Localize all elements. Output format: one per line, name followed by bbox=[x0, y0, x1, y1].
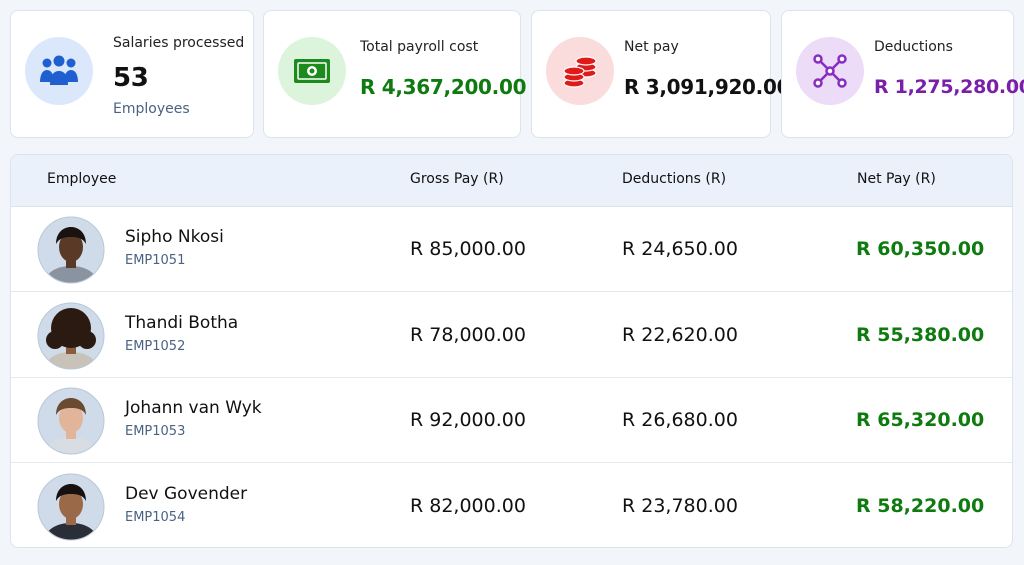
column-header: Net Pay (R) bbox=[857, 171, 936, 187]
avatar bbox=[37, 387, 105, 459]
stat-card: Total payroll cost R 4,367,200.00 bbox=[263, 10, 527, 138]
table-row: Thandi Botha EMP1052 R 78,000.00 R 22,620.0… bbox=[11, 293, 1012, 378]
stat-card: Deductions R 1,275,280.00 bbox=[781, 10, 1024, 138]
network-icon bbox=[813, 54, 847, 88]
card-label: Net pay bbox=[624, 39, 679, 55]
avatar-image bbox=[37, 473, 105, 540]
avatar-image bbox=[37, 387, 105, 455]
avatar bbox=[37, 216, 105, 288]
card-label: Salaries processed bbox=[113, 35, 245, 51]
employee-name: Sipho Nkosi bbox=[125, 227, 224, 247]
payroll-table: Employee Gross Pay (R) Deductions (R) Ne… bbox=[10, 154, 1013, 548]
employee-name: Dev Govender bbox=[125, 483, 248, 504]
avatar-image bbox=[37, 216, 105, 284]
coins-icon bbox=[563, 56, 597, 88]
avatar bbox=[37, 302, 105, 374]
stat-card: Net pay R 3,091,920.00 bbox=[531, 10, 791, 138]
net-pay: R 55,380.00 bbox=[856, 323, 985, 346]
gross-pay: R 82,000.00 bbox=[410, 494, 526, 517]
employee-id: EMP1052 bbox=[125, 338, 186, 354]
card-value: 53 bbox=[113, 63, 149, 93]
deductions: R 26,680.00 bbox=[622, 409, 738, 431]
gross-pay: R 92,000.00 bbox=[410, 409, 526, 431]
card-label: Deductions bbox=[874, 39, 953, 55]
icon bbox=[278, 37, 346, 105]
column-header: Gross Pay (R) bbox=[410, 171, 504, 187]
employee-name: Thandi Botha bbox=[125, 312, 239, 333]
card-value: R 4,367,200.00 bbox=[360, 75, 527, 99]
card-value: R 1,275,280.00 bbox=[874, 76, 1024, 98]
cash-icon bbox=[294, 59, 330, 83]
employee-id: EMP1051 bbox=[125, 253, 186, 268]
net-pay: R 58,220.00 bbox=[856, 494, 985, 517]
icon bbox=[546, 37, 614, 105]
deductions: R 22,620.00 bbox=[622, 323, 738, 346]
gross-pay: R 78,000.00 bbox=[410, 323, 526, 346]
card-sub: Employees bbox=[113, 101, 190, 117]
table-row: Johann van Wyk EMP1053 R 92,000.00 R 26,680… bbox=[11, 378, 1012, 463]
employee-id: EMP1053 bbox=[125, 424, 186, 439]
gross-pay: R 85,000.00 bbox=[410, 238, 526, 260]
table-row: Sipho Nkosi EMP1051 R 85,000.00 R 24,650.00… bbox=[11, 207, 1012, 292]
table-row: Dev Govender EMP1054 R 82,000.00 R 23,780.0… bbox=[11, 464, 1012, 548]
net-pay: R 60,350.00 bbox=[856, 238, 985, 260]
icon bbox=[25, 37, 93, 105]
net-pay: R 65,320.00 bbox=[856, 409, 985, 431]
table-header: Employee Gross Pay (R) Deductions (R) Ne… bbox=[11, 155, 1012, 207]
employee-name: Johann van Wyk bbox=[125, 398, 262, 418]
card-label: Total payroll cost bbox=[360, 39, 479, 55]
icon bbox=[796, 37, 864, 105]
people-icon bbox=[40, 55, 78, 85]
card-value: R 3,091,920.00 bbox=[624, 75, 791, 99]
avatar-image bbox=[37, 302, 105, 369]
stat-card: Salaries processed 53 Employees bbox=[10, 10, 254, 138]
column-header: Deductions (R) bbox=[622, 171, 727, 187]
column-header: Employee bbox=[47, 171, 117, 187]
deductions: R 23,780.00 bbox=[622, 494, 738, 517]
employee-id: EMP1054 bbox=[125, 509, 186, 525]
deductions: R 24,650.00 bbox=[622, 238, 738, 260]
avatar bbox=[37, 473, 105, 545]
